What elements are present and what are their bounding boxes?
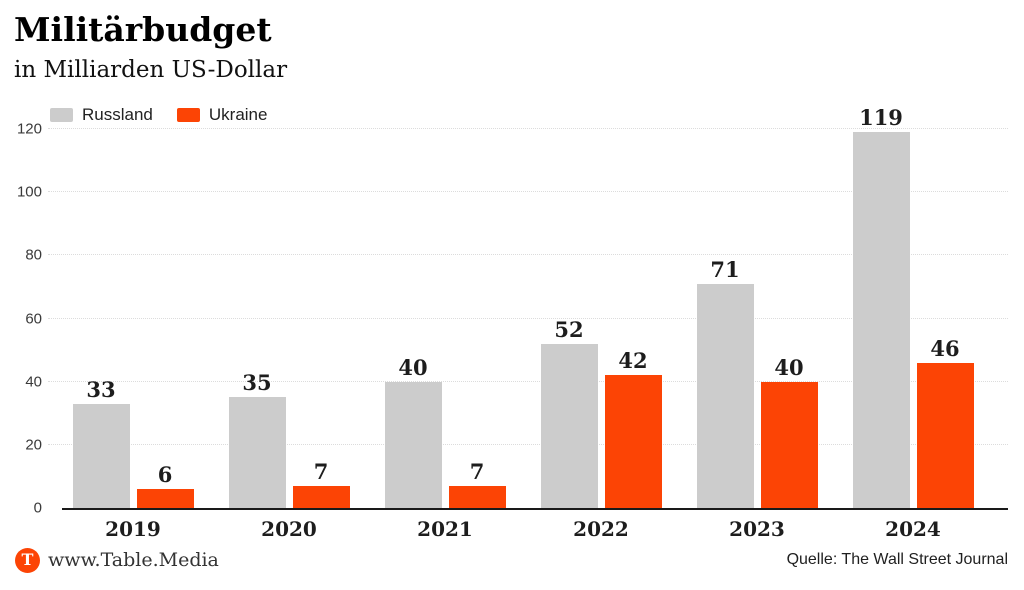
gridline-40 (48, 380, 1008, 382)
bar-ukraine-2021: 7 (448, 461, 506, 508)
y-tick-label-60: 60 (25, 310, 42, 327)
plot-area: 33 6 35 7 40 7 52 42 71 40 119 46 (48, 107, 1008, 510)
brand: T www.Table.Media (15, 547, 219, 573)
x-tick-label-2019: 2019 (105, 517, 161, 541)
legend-label-ukraine: Ukraine (208, 105, 268, 124)
y-tick-label-80: 80 (25, 246, 42, 264)
bar-russland-2023: 71 (696, 259, 754, 508)
x-tick-label-2024: 2024 (885, 517, 941, 541)
x-tick-label-2020: 2020 (261, 517, 317, 541)
legend-item-russland: Russland (50, 105, 153, 125)
gridline-100 (48, 191, 1008, 193)
bar-group-2019: 33 6 (55, 129, 211, 508)
x-tick-label-2023: 2023 (729, 517, 785, 541)
bar-russland-2019: 33 (72, 379, 130, 508)
site-url: www.Table.Media (48, 549, 219, 571)
value-label-russland-2024: 119 (859, 105, 903, 131)
bar-russland-2022: 52 (540, 319, 598, 508)
bar-ukraine-2022: 42 (604, 350, 662, 508)
gridline-20 (48, 443, 1008, 445)
table-media-logo-icon: T (15, 547, 40, 573)
value-label-russland-2023: 71 (710, 256, 740, 282)
y-tick-label-40: 40 (25, 373, 42, 391)
x-tick-label-2022: 2022 (573, 517, 629, 541)
bar-group-2021: 40 7 (367, 129, 523, 508)
x-tick-label-2021: 2021 (417, 517, 473, 541)
bar-group-2020: 35 7 (211, 129, 367, 508)
bar-russland-2021: 40 (384, 357, 442, 508)
bar-groups: 33 6 35 7 40 7 52 42 71 40 119 46 (55, 107, 991, 508)
legend-swatch-ukraine (176, 108, 200, 122)
value-label-ukraine-2022: 42 (618, 348, 648, 374)
bar-ukraine-2019: 6 (136, 464, 194, 508)
legend-item-ukraine: Ukraine (176, 105, 268, 125)
x-axis-labels: 2019 2020 2021 2022 2023 2024 (55, 517, 991, 541)
value-label-ukraine-2021: 7 (469, 458, 485, 484)
y-tick-label-20: 20 (25, 436, 42, 454)
chart-title: Militärbudget (14, 10, 272, 49)
source-credit: Quelle: The Wall Street Journal (786, 551, 1008, 568)
value-label-russland-2022: 52 (554, 316, 584, 342)
value-label-ukraine-2023: 40 (774, 354, 804, 380)
gridline-60 (48, 317, 1008, 319)
gridline-80 (48, 254, 1008, 256)
bar-group-2022: 52 42 (523, 129, 679, 508)
value-label-ukraine-2024: 46 (930, 335, 960, 361)
chart-subtitle: in Milliarden US-Dollar (14, 57, 288, 83)
value-label-russland-2019: 33 (86, 376, 116, 402)
legend: Russland Ukraine (50, 105, 267, 125)
legend-swatch-russland (50, 108, 73, 122)
bar-ukraine-2024: 46 (916, 338, 974, 508)
bar-russland-2020: 35 (228, 372, 286, 508)
gridline-120 (48, 128, 1008, 129)
value-label-russland-2020: 35 (242, 370, 272, 396)
bar-ukraine-2020: 7 (292, 461, 350, 508)
y-tick-label-0: 0 (33, 499, 42, 517)
y-tick-label-100: 100 (16, 183, 42, 201)
value-label-russland-2021: 40 (398, 354, 428, 380)
bar-ukraine-2023: 40 (760, 357, 818, 508)
y-axis-tick-labels: 0 20 40 60 80 100 120 (0, 122, 42, 516)
bar-russland-2024: 119 (852, 107, 910, 508)
y-tick-label-120: 120 (16, 120, 42, 138)
footer: T www.Table.Media Quelle: The Wall Stree… (15, 545, 1008, 575)
value-label-ukraine-2019: 6 (157, 462, 173, 488)
bar-group-2024: 119 46 (835, 107, 991, 508)
value-label-ukraine-2020: 7 (313, 458, 329, 484)
legend-label-russland: Russland (82, 105, 153, 124)
bar-group-2023: 71 40 (679, 129, 835, 508)
x-axis-baseline (62, 508, 1008, 510)
